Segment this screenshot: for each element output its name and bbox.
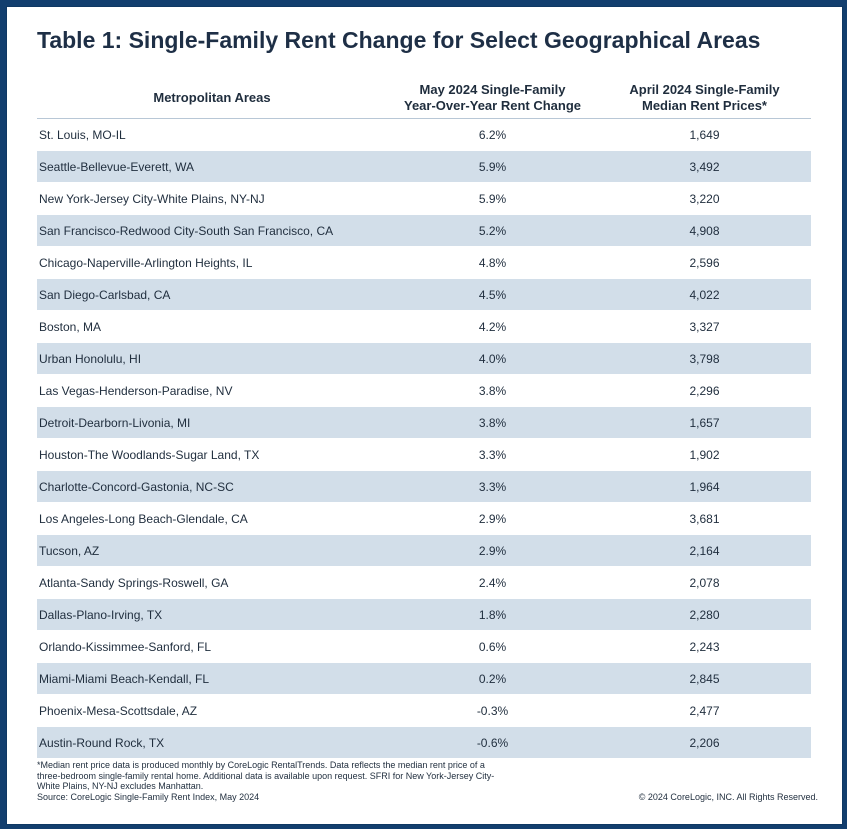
- cell-median-rent: 4,022: [689, 287, 720, 302]
- cell-median-rent: 2,296: [689, 383, 720, 398]
- cell-metro-area: Miami-Miami Beach-Kendall, FL: [39, 671, 210, 686]
- footnote-block: *Median rent price data is produced mont…: [37, 760, 507, 802]
- table-header: Metropolitan Areas May 2024 Single-Famil…: [37, 78, 811, 119]
- cell-metro-area: New York-Jersey City-White Plains, NY-NJ: [39, 191, 265, 206]
- header-metro: Metropolitan Areas: [37, 90, 387, 106]
- table-row: San Francisco-Redwood City-South San Fra…: [37, 215, 811, 247]
- cell-yoy-change: 4.5%: [478, 287, 507, 302]
- cell-yoy-change: 3.3%: [478, 479, 507, 494]
- cell-yoy-change: 2.9%: [478, 511, 507, 526]
- table-row: Los Angeles-Long Beach-Glendale, CA 2.9% 3…: [37, 503, 811, 535]
- source-note: Source: CoreLogic Single-Family Rent Ind…: [37, 791, 260, 802]
- cell-median-rent: 1,657: [689, 415, 720, 430]
- cell-median-rent: 2,243: [689, 639, 720, 654]
- table-card: Table 1: Single-Family Rent Change for S…: [6, 6, 843, 825]
- table-row: San Diego-Carlsbad, CA 4.5% 4,022: [37, 279, 811, 311]
- cell-metro-area: Atlanta-Sandy Springs-Roswell, GA: [39, 575, 229, 590]
- cell-yoy-change: 4.2%: [478, 319, 507, 334]
- cell-metro-area: Austin-Round Rock, TX: [39, 735, 165, 750]
- header-yoy-line-2: Year-Over-Year Rent Change: [403, 98, 582, 113]
- table-row: Phoenix-Mesa-Scottsdale, AZ -0.3% 2,477: [37, 695, 811, 727]
- table-row: Chicago-Naperville-Arlington Heights, IL…: [37, 247, 811, 279]
- cell-yoy-change: 6.2%: [478, 127, 507, 142]
- cell-metro-area: Orlando-Kissimmee-Sanford, FL: [39, 639, 212, 654]
- cell-median-rent: 2,078: [689, 575, 720, 590]
- cell-metro-area: San Francisco-Redwood City-South San Fra…: [39, 223, 334, 238]
- cell-metro-area: Urban Honolulu, HI: [39, 351, 142, 366]
- cell-yoy-change: 5.9%: [478, 159, 507, 174]
- cell-median-rent: 1,902: [689, 447, 720, 462]
- cell-median-rent: 3,798: [689, 351, 720, 366]
- header-rent-line-1: April 2024 Single-Family: [629, 82, 780, 97]
- cell-metro-area: St. Louis, MO-IL: [39, 127, 126, 142]
- cell-median-rent: 2,845: [689, 671, 720, 686]
- cell-median-rent: 3,492: [689, 159, 720, 174]
- cell-metro-area: Houston-The Woodlands-Sugar Land, TX: [39, 447, 260, 462]
- table-row: Urban Honolulu, HI 4.0% 3,798: [37, 343, 811, 375]
- table-row: Las Vegas-Henderson-Paradise, NV 3.8% 2,29…: [37, 375, 811, 407]
- rent-table: Metropolitan Areas May 2024 Single-Famil…: [37, 78, 811, 759]
- cell-median-rent: 3,681: [689, 511, 720, 526]
- cell-median-rent: 2,596: [689, 255, 720, 270]
- cell-yoy-change: 5.9%: [478, 191, 507, 206]
- cell-yoy-change: -0.3%: [476, 703, 509, 718]
- table-row: Tucson, AZ 2.9% 2,164: [37, 535, 811, 567]
- cell-median-rent: 2,477: [689, 703, 720, 718]
- header-median-rent: April 2024 Single-Family Median Rent Pri…: [598, 82, 811, 114]
- table-body: St. Louis, MO-IL 6.2% 1,649 Seattle-Bellevu…: [37, 119, 811, 759]
- cell-metro-area: Boston, MA: [39, 319, 102, 334]
- cell-yoy-change: -0.6%: [476, 735, 509, 750]
- cell-median-rent: 1,649: [689, 127, 720, 142]
- cell-metro-area: Seattle-Bellevue-Everett, WA: [39, 159, 194, 174]
- cell-yoy-change: 2.4%: [478, 575, 507, 590]
- cell-yoy-change: 2.9%: [478, 543, 507, 558]
- header-yoy-change: May 2024 Single-Family Year-Over-Year Re…: [387, 82, 598, 114]
- cell-metro-area: Tucson, AZ: [39, 543, 100, 558]
- header-yoy-line-1: May 2024 Single-Family: [419, 82, 566, 97]
- table-row: Atlanta-Sandy Springs-Roswell, GA 2.4% 2,0…: [37, 567, 811, 599]
- cell-median-rent: 3,220: [689, 191, 720, 206]
- table-row: Austin-Round Rock, TX -0.6% 2,206: [37, 727, 811, 759]
- cell-metro-area: Los Angeles-Long Beach-Glendale, CA: [39, 511, 248, 526]
- cell-median-rent: 2,280: [689, 607, 720, 622]
- table-row: St. Louis, MO-IL 6.2% 1,649: [37, 119, 811, 151]
- cell-median-rent: 2,164: [689, 543, 720, 558]
- cell-yoy-change: 1.8%: [478, 607, 507, 622]
- cell-median-rent: 2,206: [689, 735, 720, 750]
- cell-yoy-change: 3.8%: [478, 415, 507, 430]
- table-row: Miami-Miami Beach-Kendall, FL 0.2% 2,845: [37, 663, 811, 695]
- cell-metro-area: Chicago-Naperville-Arlington Heights, IL: [39, 255, 253, 270]
- cell-median-rent: 1,964: [689, 479, 720, 494]
- cell-yoy-change: 3.3%: [478, 447, 507, 462]
- cell-yoy-change: 3.8%: [478, 383, 507, 398]
- cell-metro-area: San Diego-Carlsbad, CA: [39, 287, 171, 302]
- table-row: Boston, MA 4.2% 3,327: [37, 311, 811, 343]
- table-row: Detroit-Dearborn-Livonia, MI 3.8% 1,657: [37, 407, 811, 439]
- cell-yoy-change: 0.2%: [478, 671, 507, 686]
- cell-yoy-change: 4.8%: [478, 255, 507, 270]
- footnote: *Median rent price data is produced mont…: [37, 760, 495, 791]
- table-row: Houston-The Woodlands-Sugar Land, TX 3.3%…: [37, 439, 811, 471]
- cell-metro-area: Phoenix-Mesa-Scottsdale, AZ: [39, 703, 198, 718]
- header-rent-line-2: Median Rent Prices*: [642, 98, 767, 113]
- cell-yoy-change: 0.6%: [478, 639, 507, 654]
- cell-metro-area: Detroit-Dearborn-Livonia, MI: [39, 415, 191, 430]
- cell-metro-area: Las Vegas-Henderson-Paradise, NV: [39, 383, 233, 398]
- cell-metro-area: Dallas-Plano-Irving, TX: [39, 607, 163, 622]
- table-title: Table 1: Single-Family Rent Change for S…: [37, 27, 761, 53]
- table-row: Charlotte-Concord-Gastonia, NC-SC 3.3% 1,9…: [37, 471, 811, 503]
- cell-yoy-change: 5.2%: [478, 223, 507, 238]
- table-row: Orlando-Kissimmee-Sanford, FL 0.6% 2,243: [37, 631, 811, 663]
- cell-median-rent: 3,327: [689, 319, 720, 334]
- cell-median-rent: 4,908: [689, 223, 720, 238]
- cell-yoy-change: 4.0%: [478, 351, 507, 366]
- cell-metro-area: Charlotte-Concord-Gastonia, NC-SC: [39, 479, 234, 494]
- table-row: Seattle-Bellevue-Everett, WA 5.9% 3,492: [37, 151, 811, 183]
- header-metro-line-1: Metropolitan Areas: [153, 90, 271, 105]
- table-row: Dallas-Plano-Irving, TX 1.8% 2,280: [37, 599, 811, 631]
- table-row: New York-Jersey City-White Plains, NY-NJ…: [37, 183, 811, 215]
- copyright-notice: © 2024 CoreLogic, INC. All Rights Reserv…: [638, 792, 818, 802]
